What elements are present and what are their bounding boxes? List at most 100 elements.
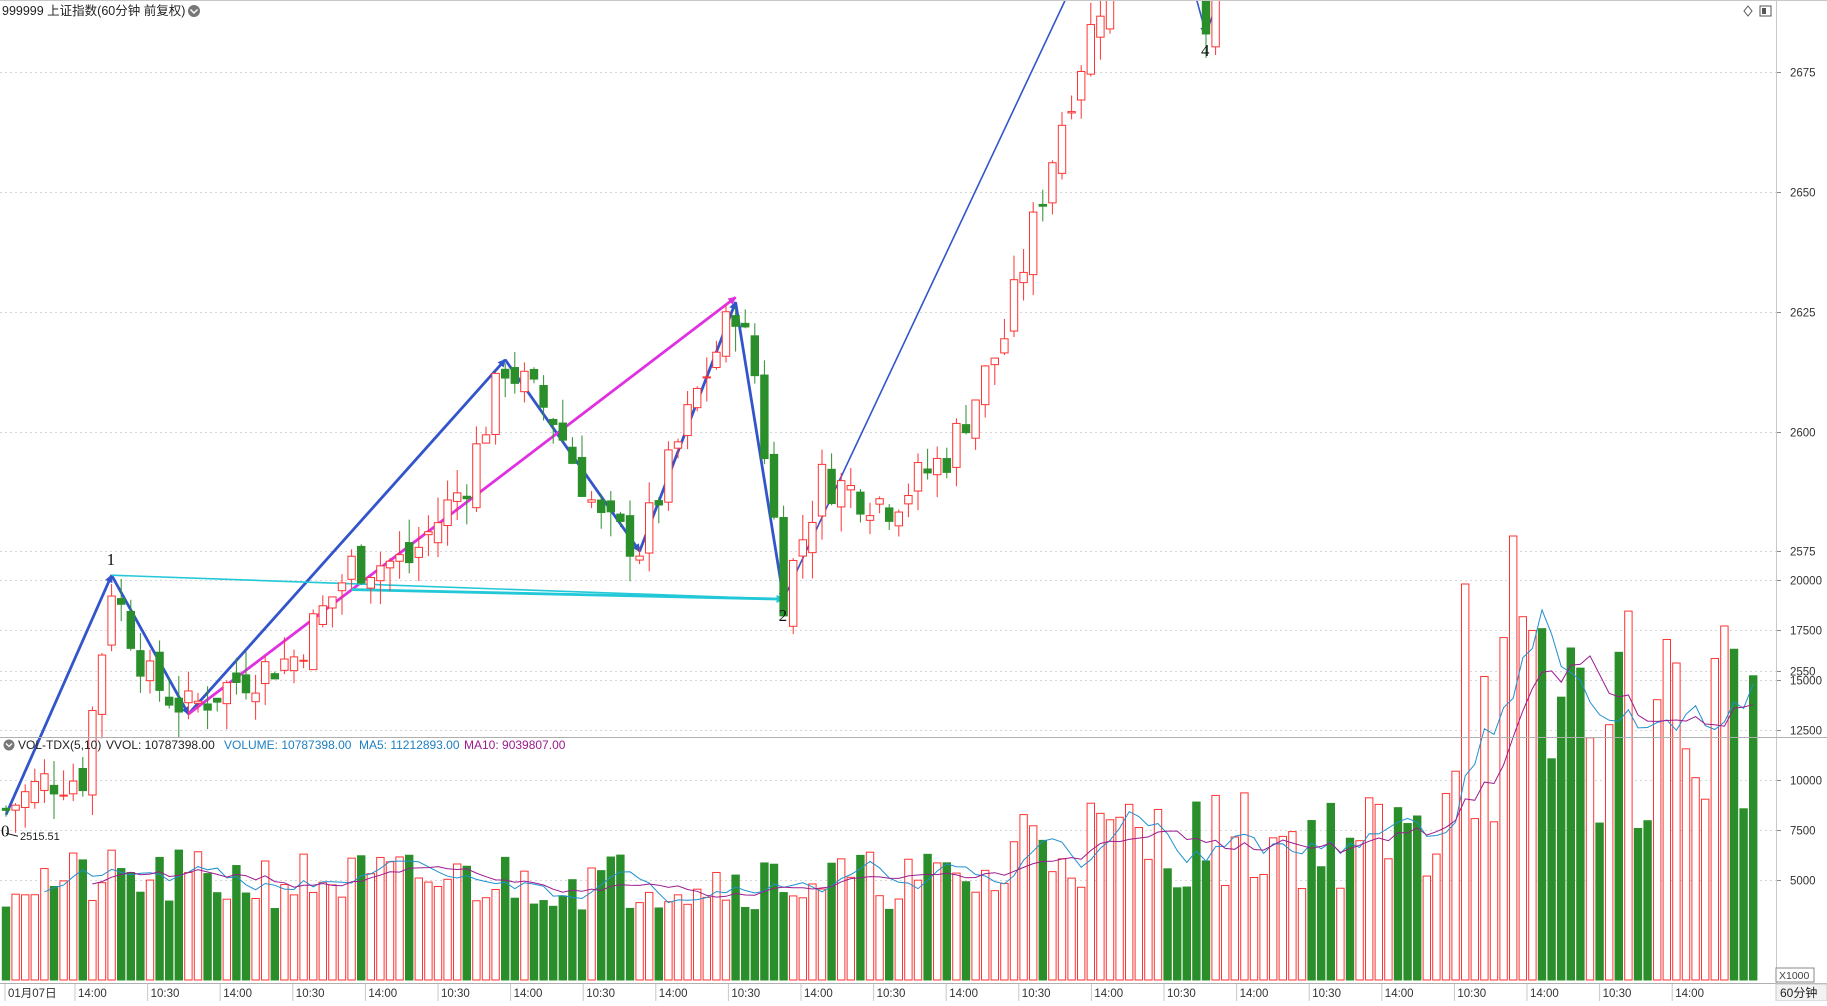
candle-body [635, 555, 644, 561]
volume-tick-label: 12500 [1790, 726, 1822, 738]
volume-bar [107, 849, 116, 981]
volume-bar [885, 908, 894, 981]
wave-label: 2 [779, 606, 788, 625]
volume-bar [155, 856, 164, 981]
volume-value: VOLUME: 10787398.00 [224, 738, 352, 752]
volume-bar [21, 894, 30, 981]
candle-body [222, 682, 232, 705]
volume-bar [1691, 777, 1700, 981]
volume-bar [645, 891, 654, 981]
candle-body [990, 357, 999, 366]
volume-bar [405, 854, 414, 981]
volume-bar [779, 892, 788, 981]
candle-body [837, 480, 846, 508]
volume-bar [69, 852, 78, 981]
volume-bar [837, 858, 846, 981]
volume-dropdown-icon[interactable] [3, 739, 15, 751]
volume-bar [1672, 662, 1681, 981]
volume-bar [577, 909, 587, 981]
volume-bar [184, 871, 193, 981]
candle-body [1048, 162, 1057, 204]
volume-ma5-line [44, 608, 1754, 904]
volume-bar [875, 895, 884, 981]
candle-body [1077, 70, 1086, 101]
candle-body [241, 674, 251, 694]
volume-bar [1710, 658, 1719, 981]
volume-bar [510, 897, 520, 981]
volume-bar [241, 892, 251, 981]
volume-bar [1173, 887, 1182, 981]
volume-bar [1230, 836, 1239, 981]
candle-body [443, 499, 452, 526]
candle-body [520, 370, 529, 393]
candle-body [40, 773, 49, 791]
candle-body [424, 531, 433, 536]
volume-bar [520, 870, 529, 981]
volume-bar [78, 859, 87, 981]
volume-bar [1259, 873, 1268, 981]
candle-body [501, 368, 510, 379]
vvol-value: VVOL: 10787398.00 [106, 738, 215, 752]
volume-bar [702, 896, 711, 981]
volume-bar [165, 900, 174, 981]
title-dropdown-icon[interactable] [188, 5, 200, 17]
candle-body [270, 673, 280, 680]
volume-bar [1739, 808, 1748, 981]
time-tick-label: 10:30 [1603, 988, 1632, 1000]
candle-body [347, 555, 356, 580]
candle-body [1000, 338, 1009, 354]
candle-body [769, 453, 779, 518]
candle-body [654, 500, 663, 506]
volume-tick-label: 17500 [1790, 626, 1822, 638]
volume-bar [11, 893, 20, 981]
volume-indicator-name: VOL-TDX(5,10) [18, 738, 101, 752]
volume-bar [1480, 675, 1489, 981]
volume-bar [683, 903, 692, 981]
volume-bar [1297, 888, 1307, 981]
volume-bar [961, 881, 971, 981]
time-tick-label: 14:00 [1530, 988, 1559, 1000]
diamond-icon[interactable] [1743, 5, 1753, 17]
volume-bar [1105, 819, 1115, 981]
volume-bar [443, 878, 452, 981]
volume-bar [971, 891, 980, 981]
candle-body [1009, 279, 1019, 332]
candle-body [606, 500, 615, 513]
volume-bar [1403, 823, 1412, 981]
trend-line-magenta [187, 296, 737, 716]
candle-body [779, 517, 788, 617]
volume-bar [539, 900, 548, 981]
candle-body [59, 794, 68, 797]
volume-bar [491, 888, 500, 981]
time-tick-label: 14:00 [804, 988, 833, 1000]
candle-body [1038, 203, 1047, 207]
volume-bar [126, 872, 135, 981]
volume-bar [49, 885, 59, 981]
panel-toggle-icon[interactable] [1759, 5, 1772, 17]
candle-body [731, 315, 740, 327]
price-tick-label: 2675 [1790, 68, 1816, 80]
candle-body [126, 610, 135, 649]
volume-bar [481, 897, 491, 981]
volume-bar [1662, 638, 1671, 981]
volume-bar [395, 856, 404, 981]
volume-bar [1077, 886, 1086, 981]
volume-bar [1720, 625, 1729, 981]
candle-body [337, 582, 347, 592]
trend-line-wave_blue [4, 574, 113, 816]
volume-bar [193, 851, 203, 981]
candle-body [453, 492, 462, 502]
volume-bar [1067, 877, 1076, 981]
volume-bar [270, 908, 280, 981]
time-tick-label: 14:00 [659, 988, 688, 1000]
volume-bar [232, 865, 241, 981]
candle-body [587, 499, 596, 503]
candle-body [481, 434, 491, 444]
volume-bar [414, 877, 424, 981]
axis-layer: 2550257526002625265026752700272527502775… [4, 68, 1822, 1001]
candle-body [155, 651, 164, 691]
volume-bar [453, 863, 462, 981]
candle-body [357, 545, 366, 584]
